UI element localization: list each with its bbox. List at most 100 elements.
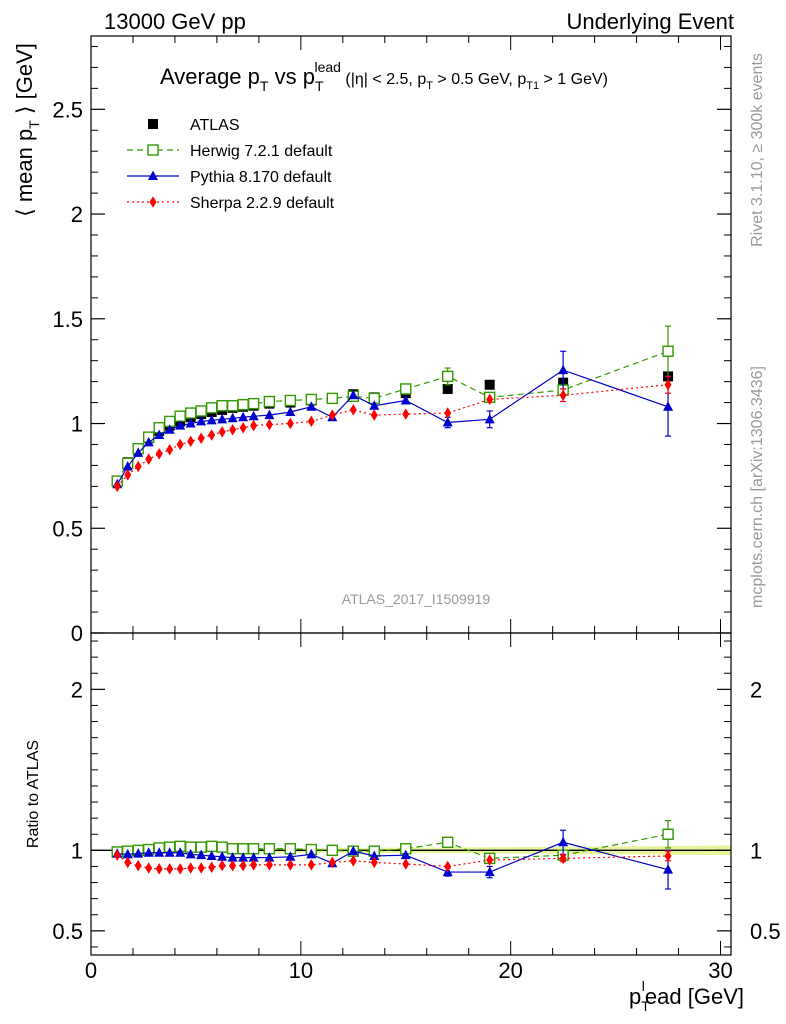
main-data-point	[247, 397, 260, 410]
main-data-point	[196, 415, 207, 426]
ratio-data-point	[155, 863, 163, 875]
main-data-point	[284, 394, 297, 407]
ratio-data-point	[559, 852, 567, 865]
main-data-point	[174, 410, 186, 422]
main-data-point	[369, 400, 380, 410]
main-data-point	[370, 409, 378, 421]
header-left: 13000 GeV pp	[104, 9, 246, 34]
main-data-point	[664, 379, 672, 391]
main-data-point	[306, 401, 317, 411]
main-data-point	[143, 436, 154, 447]
main-series-1	[111, 325, 674, 487]
analysis-id: ATLAS_2017_I1509919	[342, 591, 491, 607]
main-data-point	[229, 424, 237, 436]
title-cut-3: > 1 GeV)	[539, 71, 608, 88]
ratio-data-point	[663, 864, 674, 874]
title-cut-2-sub: T1	[526, 80, 539, 92]
legend-item-1: Herwig 7.2.1 default	[127, 143, 333, 160]
main-data-point	[442, 370, 454, 383]
main-data-point	[349, 404, 357, 416]
y-label-post: ⟩ [GeV]	[12, 43, 37, 120]
ratio-data-point	[206, 850, 217, 860]
ratio-data-point	[484, 866, 495, 877]
main-data-point	[185, 418, 196, 428]
main-data-point	[250, 419, 258, 432]
main-data-point	[145, 453, 153, 465]
main-data-point	[208, 429, 216, 441]
legend-marker	[148, 119, 158, 129]
ratio-y-tick-label-right: 1	[750, 838, 762, 863]
main-panel: 00.511.522.5 Average pT vs pTlead (|η| <…	[12, 35, 732, 646]
title-main: Average p	[160, 64, 260, 89]
y-label-sub: T	[26, 120, 42, 129]
ratio-data-point	[134, 859, 142, 872]
ratio-data-point	[217, 851, 228, 861]
main-title: Average pT vs pTlead (|η| < 2.5, pT > 0.…	[160, 59, 608, 94]
ratio-data-point	[265, 859, 273, 871]
ratio-y-tick-label: 2	[71, 677, 83, 702]
main-data-point	[348, 389, 359, 400]
legend-item-3: Sherpa 2.2.9 default	[127, 195, 335, 212]
main-data-point	[484, 379, 495, 390]
ratio-data-point	[369, 850, 380, 860]
main-axis-ticks: 0 0.5 1 1.5 2 2.5	[52, 36, 731, 646]
ratio-data-point	[239, 859, 247, 872]
ratio-data-point	[133, 848, 144, 858]
ratio-data-point	[285, 851, 296, 861]
ratio-data-point	[664, 850, 672, 862]
ratio-y-tick-label: 1	[71, 838, 83, 863]
ratio-y-tick-label-right: 0.5	[750, 919, 781, 944]
title-cut-2: > 0.5 GeV, p	[433, 71, 526, 88]
legend-label: ATLAS	[190, 117, 240, 134]
main-data-point	[184, 407, 197, 419]
ratio-series-layer	[111, 819, 674, 890]
main-panel-frame	[90, 35, 732, 634]
main-data-point	[218, 426, 226, 438]
x-label-sup: l	[642, 978, 645, 994]
main-data-point	[217, 413, 228, 424]
side-label-mcplots: mcplots.cern.ch [arXiv:1306.3436]	[749, 366, 766, 608]
main-data-point	[237, 398, 249, 411]
legend: ATLAS Herwig 7.2.1 default Pythia 8.170 de…	[127, 117, 335, 212]
main-series-line-2	[116, 369, 669, 485]
legend-item-2: Pythia 8.170 default	[127, 169, 332, 186]
header-right: Underlying Event	[566, 9, 734, 34]
ratio-data-point	[124, 856, 132, 869]
main-y-tick-label: 1.5	[52, 307, 83, 332]
ratio-series-1	[112, 829, 674, 890]
ratio-data-point	[307, 859, 315, 871]
main-data-point	[442, 416, 453, 427]
main-data-point	[206, 414, 217, 425]
legend-label: Herwig 7.2.1 default	[190, 143, 333, 160]
ratio-data-point	[164, 847, 175, 857]
legend-marker	[148, 170, 158, 180]
ratio-data-point	[197, 862, 205, 874]
x-label-pre: p	[629, 984, 641, 1009]
main-data-point	[238, 411, 249, 422]
ratio-data-point	[444, 860, 452, 873]
main-data-point	[187, 435, 195, 448]
ratio-data-point	[145, 862, 153, 874]
ratio-data-point	[166, 863, 174, 875]
main-data-point	[134, 460, 142, 473]
main-data-point	[164, 424, 175, 434]
main-data-point	[444, 407, 452, 419]
ratio-data-point	[558, 836, 569, 847]
ratio-data-point	[229, 859, 237, 872]
main-data-point	[197, 432, 205, 444]
main-data-point	[663, 401, 674, 411]
main-series-2	[112, 350, 674, 489]
legend-label: Sherpa 2.2.9 default	[190, 195, 335, 212]
ratio-y-label: Ratio to ATLAS	[25, 740, 42, 848]
main-data-point	[263, 395, 276, 408]
main-data-point	[326, 392, 339, 405]
main-y-tick-label: 2.5	[52, 97, 83, 122]
ratio-y-tick-label-right: 2	[750, 677, 762, 702]
title-cut-1-sub: T	[426, 80, 433, 92]
ratio-data-point	[205, 840, 218, 853]
ratio-data-point	[326, 844, 339, 857]
x-tick-label: 10	[289, 958, 313, 983]
main-data-point	[133, 447, 144, 457]
main-data-point	[175, 420, 186, 430]
